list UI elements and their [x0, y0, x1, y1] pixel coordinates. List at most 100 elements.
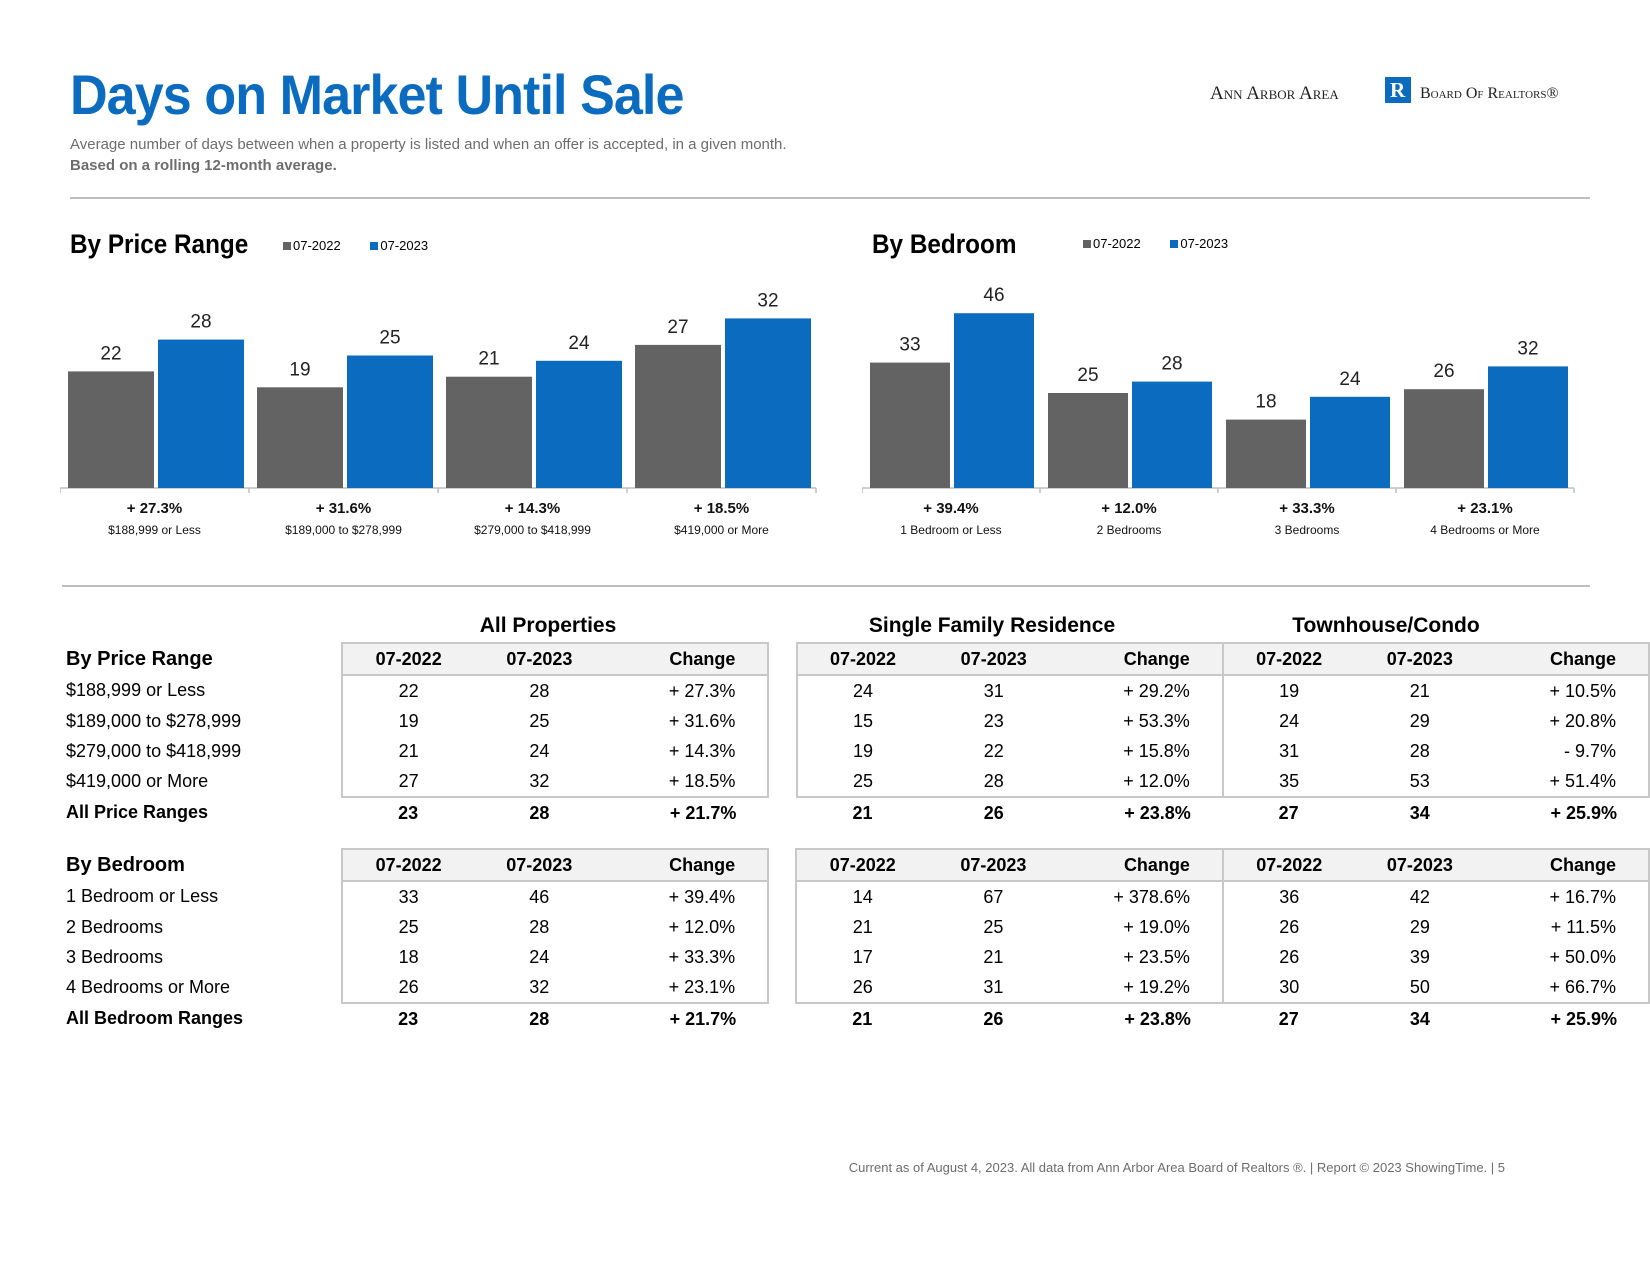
value-cell: 25 [983, 916, 1004, 937]
change-cell: + 31.6% [604, 706, 770, 736]
bar-prev [1048, 393, 1128, 488]
value-cell: 25 [795, 766, 929, 798]
bar-curr [1132, 381, 1212, 488]
table-row: $188,999 or Less 22 28 + 27.3% 24 31 + 29.2% 19… [60, 675, 1650, 706]
value-cell: 26 [983, 1008, 1004, 1029]
change-cell: + 23.8% [1124, 1008, 1191, 1029]
bar-value-label: 22 [100, 343, 121, 364]
value-cell: 21 [341, 736, 475, 766]
bar-prev [68, 371, 154, 488]
column-header: 07-2023 [474, 642, 605, 676]
legend-label-prev: 07-2022 [1093, 236, 1141, 251]
table-title: By Bedroom [66, 853, 185, 876]
value-cell: 32 [474, 766, 605, 798]
row-label: 2 Bedrooms [66, 916, 164, 937]
bedroom-table: By Bedroom 07-2022 07-2023 Change 07-2022 07-… [60, 848, 1650, 1034]
bar-prev [1404, 389, 1484, 488]
value-cell: 28 [529, 1008, 550, 1029]
column-header: 07-2022 [795, 848, 929, 882]
chart-title-price: By Price Range [70, 229, 249, 259]
spacer-cell [768, 849, 796, 881]
change-cell: + 19.2% [1058, 972, 1223, 1004]
legend-swatch-prev [1083, 239, 1091, 248]
price-range-table: By Price Range 07-2022 07-2023 Change 07-202… [60, 642, 1650, 828]
brand-logo: Ann Arbor Area R Board Of Realtors® [1210, 75, 1590, 111]
change-cell: - 9.7% [1485, 736, 1650, 766]
change-cell: + 12.0% [1059, 766, 1223, 798]
column-header: 07-2023 [473, 848, 605, 882]
bar-value-label: 46 [983, 285, 1004, 306]
spacer-cell [768, 706, 796, 736]
page-title: Days on Market Until Sale [70, 63, 684, 126]
bar-value-label: 25 [1077, 365, 1098, 386]
table-header-row: By Bedroom 07-2022 07-2023 Change 07-2022 07-… [60, 848, 1650, 882]
value-cell: 19 [341, 706, 475, 736]
value-cell: 22 [341, 675, 475, 706]
value-cell: 15 [795, 706, 929, 736]
column-header: Change [1485, 848, 1650, 882]
table-row: $189,000 to $278,999 19 25 + 31.6% 15 23 + 53.… [60, 706, 1650, 736]
table-row: 2 Bedrooms 25 28 + 12.0% 21 25 + 19.0% 26 29 + 11… [60, 912, 1650, 942]
value-cell: 19 [1221, 675, 1355, 706]
change-cell: + 23.5% [1123, 946, 1190, 967]
change-label: + 33.3% [1279, 500, 1334, 517]
column-header: 07-2022 [795, 642, 929, 676]
header-divider [70, 197, 1590, 199]
bar-prev [635, 344, 721, 488]
change-label: + 27.3% [127, 500, 182, 517]
value-cell: 21 [795, 912, 929, 942]
row-label: $188,999 or Less [66, 680, 206, 700]
change-cell: + 51.4% [1485, 766, 1650, 798]
change-cell: + 378.6% [1113, 886, 1190, 907]
bar-curr [536, 360, 622, 488]
spacer-cell [768, 736, 796, 766]
value-cell: 25 [529, 710, 550, 731]
category-label: 1 Bedroom or Less [900, 523, 1001, 537]
bar-value-label: 33 [899, 335, 920, 356]
value-cell: 28 [529, 802, 550, 823]
category-label: $189,000 to $278,999 [285, 523, 402, 537]
spacer-cell [768, 1003, 796, 1034]
column-header: Change [604, 642, 770, 676]
change-cell: + 33.3% [604, 942, 770, 972]
change-cell: + 25.9% [1550, 802, 1617, 823]
row-label: 1 Bedroom or Less [66, 886, 219, 906]
column-header: 07-2022 [341, 848, 474, 882]
value-cell: 28 [928, 766, 1060, 798]
realtor-r-icon: R [1385, 77, 1411, 103]
value-cell: 24 [1221, 706, 1355, 736]
category-label: $188,999 or Less [108, 523, 201, 537]
table-total-row: All Price Ranges 23 28 + 21.7% 21 26 + 23.8% 27… [60, 797, 1649, 828]
category-label: $279,000 to $418,999 [474, 523, 591, 537]
change-cell: + 50.0% [1485, 942, 1650, 972]
chart-title-bedroom: By Bedroom [872, 229, 1017, 259]
column-header: 07-2023 [928, 642, 1060, 676]
value-cell: 33 [341, 881, 474, 912]
value-cell: 31 [983, 680, 1004, 701]
change-label: + 12.0% [1101, 500, 1156, 517]
value-cell: 27 [341, 766, 475, 798]
row-label: 3 Bedrooms [66, 946, 164, 967]
value-cell: 28 [1409, 740, 1430, 761]
column-header: Change [1059, 642, 1223, 676]
section-townhouse-condo: Townhouse/Condo [1292, 614, 1480, 637]
spacer-cell [768, 675, 796, 706]
row-label: $279,000 to $418,999 [66, 740, 242, 761]
legend-swatch-prev [283, 241, 291, 250]
value-cell: 23 [398, 1008, 419, 1029]
bar-curr [347, 355, 433, 488]
bar-prev [1226, 419, 1306, 488]
bar-prev [446, 376, 532, 488]
row-label: $189,000 to $278,999 [66, 710, 242, 731]
value-cell: 21 [1409, 680, 1430, 701]
change-cell: + 14.3% [604, 736, 770, 766]
bar-value-label: 21 [478, 349, 499, 370]
bar-value-label: 28 [190, 312, 211, 333]
value-cell: 14 [795, 881, 929, 912]
value-cell: 32 [473, 972, 605, 1004]
value-cell: 26 [341, 972, 474, 1004]
value-cell: 26 [1221, 942, 1355, 972]
spacer-cell [768, 942, 796, 972]
bar-value-label: 32 [1517, 338, 1538, 359]
bedroom-bar-chart: 33 46 + 39.4% 1 Bedroom or Less 25 28 + 12.0% 2… [862, 285, 1575, 537]
